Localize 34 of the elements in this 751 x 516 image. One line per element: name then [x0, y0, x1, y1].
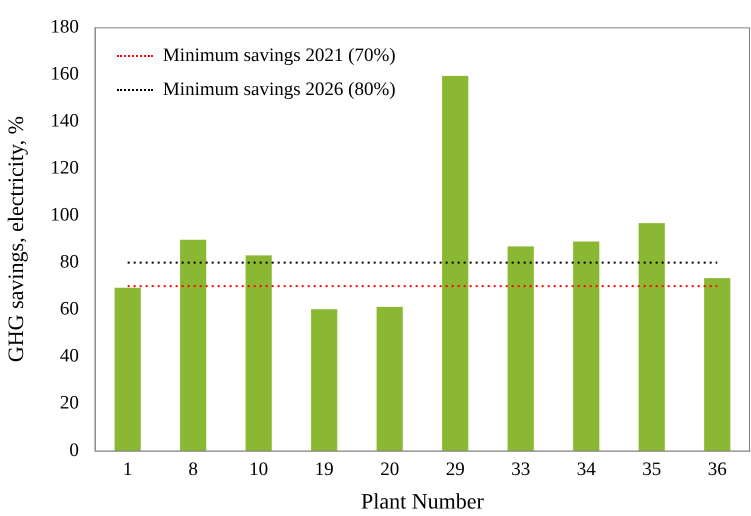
x-tick-label: 29	[446, 459, 465, 480]
bar	[704, 278, 730, 451]
x-tick-label: 35	[642, 459, 662, 480]
bar	[638, 223, 665, 451]
y-tick-label: 40	[60, 346, 79, 367]
y-tick-label: 180	[50, 16, 79, 38]
x-tick-label: 19	[314, 459, 334, 480]
x-tick-label: 36	[708, 459, 727, 480]
bar	[376, 306, 403, 451]
bar	[114, 288, 141, 451]
y-tick-label: 120	[50, 158, 79, 179]
x-tick-label: 8	[188, 459, 198, 480]
bar	[508, 246, 534, 451]
x-axis-title: Plant Number	[361, 488, 485, 514]
x-tick-label: 33	[511, 459, 530, 480]
bar	[573, 241, 600, 451]
y-tick-label: 140	[50, 110, 79, 132]
x-tick-label: 34	[576, 459, 596, 480]
bar	[311, 309, 338, 451]
y-tick-label: 80	[60, 252, 79, 273]
x-tick-label: 1	[122, 459, 132, 480]
bar	[180, 240, 206, 451]
y-tick-label: 160	[50, 63, 79, 84]
legend-label: Minimum savings 2021 (70%)	[162, 44, 396, 68]
y-tick-label: 0	[69, 440, 79, 461]
x-tick-label: 20	[380, 459, 400, 480]
y-tick-label: 20	[60, 392, 79, 414]
y-tick-label: 60	[60, 298, 79, 320]
legend-label: Minimum savings 2026 (80%)	[162, 78, 396, 102]
x-tick-label: 10	[249, 459, 268, 480]
y-axis-title: GHG savings, electricity, %	[2, 116, 28, 362]
bar	[442, 76, 468, 451]
y-tick-label: 100	[50, 204, 79, 226]
bar	[246, 255, 272, 451]
